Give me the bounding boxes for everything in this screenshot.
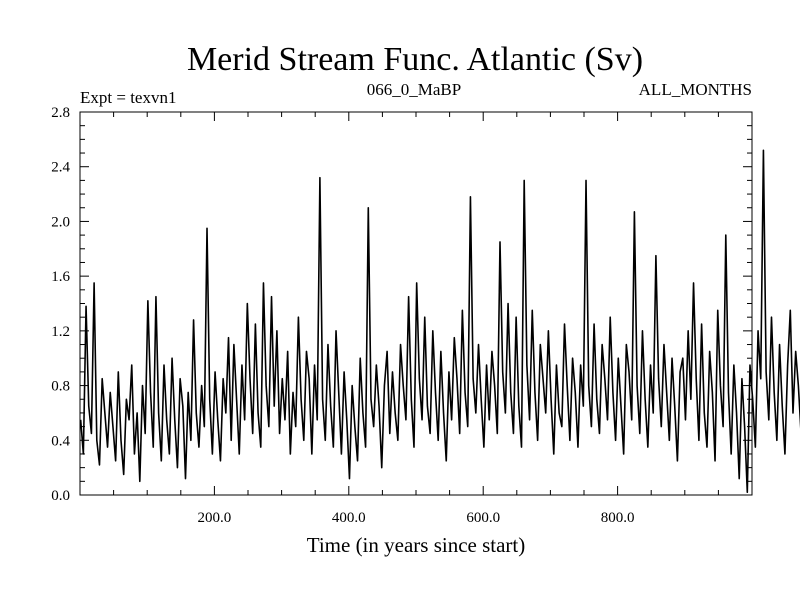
y-tick-label: 2.4 xyxy=(51,160,70,176)
experiment-label: Expt = texvn1 xyxy=(80,88,176,107)
y-tick-label: 0.0 xyxy=(51,488,70,504)
series-line xyxy=(79,149,800,494)
y-tick-label: 2.8 xyxy=(51,105,70,121)
y-tick-label: 1.6 xyxy=(51,269,70,285)
x-tick-label: 200.0 xyxy=(198,510,232,526)
period-label: 066_0_MaBP xyxy=(367,80,461,99)
y-tick-label: 2.0 xyxy=(51,214,70,230)
tick-labels: 0.0 0.4 0.8 1.2 1.6 2.0 2.4 2.8 200.0 400.0 600.0 8… xyxy=(51,105,634,526)
x-axis-label: Time (in years since start) xyxy=(307,533,526,557)
months-label: ALL_MONTHS xyxy=(639,80,752,99)
chart-title: Merid Stream Func. Atlantic (Sv) xyxy=(187,41,643,78)
y-tick-label: 0.8 xyxy=(51,379,70,395)
y-tick-label: 0.4 xyxy=(51,433,70,449)
y-tick-label: 1.2 xyxy=(51,324,70,340)
x-tick-label: 400.0 xyxy=(332,510,366,526)
plot-frame xyxy=(79,111,753,496)
x-tick-label: 800.0 xyxy=(601,510,635,526)
x-tick-label: 600.0 xyxy=(466,510,500,526)
